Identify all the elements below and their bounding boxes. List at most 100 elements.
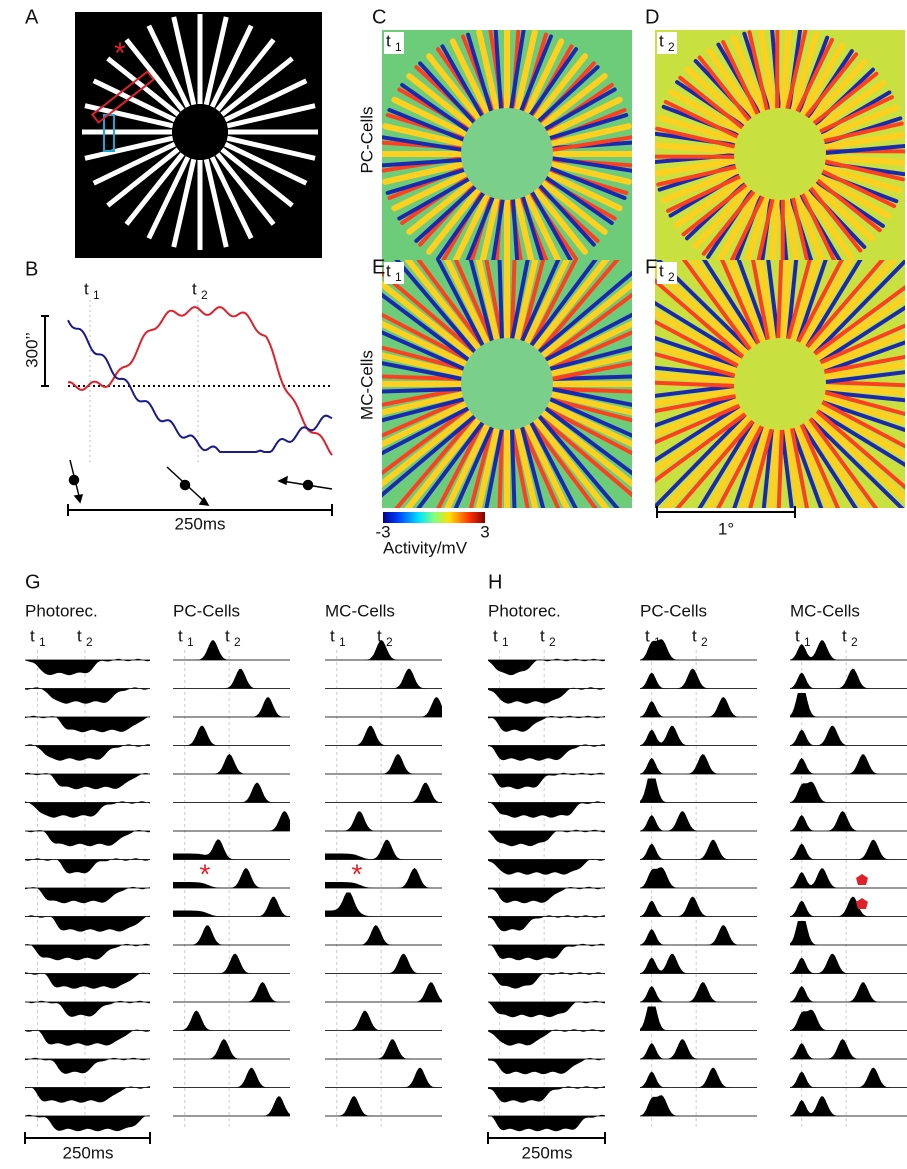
activity-map <box>655 29 906 280</box>
row-label: PC-Cells <box>357 106 376 173</box>
trace <box>790 921 907 945</box>
trace <box>790 1039 907 1059</box>
center <box>461 108 553 200</box>
trace <box>173 1096 290 1116</box>
trace <box>640 639 757 660</box>
trace <box>173 1039 290 1059</box>
trace <box>325 697 442 717</box>
red-trace <box>68 307 332 455</box>
column-title: Photorec. <box>25 601 98 620</box>
trace <box>790 840 907 860</box>
red-asterisk: * <box>200 858 211 889</box>
scale-label: 1° <box>718 519 734 538</box>
column-title: MC-Cells <box>325 601 395 620</box>
trace <box>790 868 907 888</box>
activity-maps: t1t2t1t2 <box>317 29 907 575</box>
trace <box>488 972 605 988</box>
trace <box>488 1086 605 1102</box>
trace <box>25 830 150 846</box>
trace <box>640 811 757 831</box>
trace <box>640 1007 757 1031</box>
trace <box>488 859 605 875</box>
time-marker: t <box>842 626 847 645</box>
trace <box>173 669 290 689</box>
trace <box>325 925 442 945</box>
trace <box>790 754 907 774</box>
trace <box>640 867 757 888</box>
row-label: MC-Cells <box>357 350 376 420</box>
trace <box>25 659 150 675</box>
trace <box>325 954 442 974</box>
trace <box>488 773 605 789</box>
trace <box>25 972 150 988</box>
trace <box>640 925 757 945</box>
column-title: Photorec. <box>488 601 561 620</box>
column-title: PC-Cells <box>640 601 707 620</box>
time-marker-sub: 2 <box>234 635 241 649</box>
trace <box>790 897 907 917</box>
trace <box>790 811 907 831</box>
time-marker-sub: 1 <box>395 40 402 54</box>
time-marker-sub: 2 <box>549 635 556 649</box>
time-marker: t <box>540 626 545 645</box>
trace <box>790 982 907 1002</box>
trace <box>640 779 757 803</box>
panel-letter: C <box>372 6 386 28</box>
trace <box>488 1115 605 1131</box>
trace <box>173 839 290 859</box>
trace <box>25 1086 150 1102</box>
time-marker: t <box>192 279 197 298</box>
colorbar <box>383 512 485 523</box>
time-marker: t <box>645 626 650 645</box>
figure: * 250ms 300’’ t1t2t1t2 -3 3 Activity/mV … <box>0 0 907 1164</box>
time-marker: t <box>692 626 697 645</box>
trace <box>640 726 757 746</box>
spoke <box>317 375 462 394</box>
panel-letter: G <box>25 571 41 593</box>
trace <box>25 887 150 903</box>
time-marker: t <box>225 626 230 645</box>
time-bar <box>488 1132 605 1144</box>
time-label: 250ms <box>62 1143 113 1162</box>
panel-letter: H <box>488 571 502 593</box>
colorbar-label: Activity/mV <box>383 538 468 557</box>
time-marker: t <box>386 261 391 280</box>
time-marker: t <box>77 626 82 645</box>
time-label: 250ms <box>521 1143 572 1162</box>
time-marker: t <box>30 626 35 645</box>
time-marker-sub: 2 <box>851 635 858 649</box>
trace <box>790 1068 907 1088</box>
trace <box>488 716 605 732</box>
time-marker-sub: 2 <box>386 635 393 649</box>
trace <box>173 783 290 803</box>
time-marker: t <box>178 626 183 645</box>
trace <box>25 858 150 873</box>
trace <box>25 1030 150 1046</box>
trace <box>488 830 605 846</box>
trace-panels: Photorec.t1t2PC-Cellst1t2MC-Cellst1t2Pho… <box>25 601 907 1131</box>
trace <box>640 897 757 917</box>
trace <box>640 1039 757 1059</box>
trace <box>173 697 290 717</box>
time-marker-sub: 1 <box>395 270 402 284</box>
trace <box>790 954 907 974</box>
time-marker: t <box>84 279 89 298</box>
trace <box>25 744 150 760</box>
time-marker-sub: 1 <box>39 635 46 649</box>
trace <box>25 801 150 817</box>
trace <box>790 693 907 717</box>
trace <box>488 1029 605 1045</box>
trace <box>173 1068 290 1088</box>
trace <box>25 1115 150 1131</box>
trace <box>640 982 757 1002</box>
trace <box>790 1010 907 1031</box>
time-marker: t <box>386 31 391 50</box>
trace <box>325 1068 442 1088</box>
time-bar <box>25 1132 150 1144</box>
trace <box>325 1011 442 1031</box>
time-marker: t <box>659 261 664 280</box>
trace <box>488 887 605 903</box>
trace <box>173 726 290 746</box>
time-marker-sub: 2 <box>668 270 675 284</box>
trace <box>25 944 150 960</box>
